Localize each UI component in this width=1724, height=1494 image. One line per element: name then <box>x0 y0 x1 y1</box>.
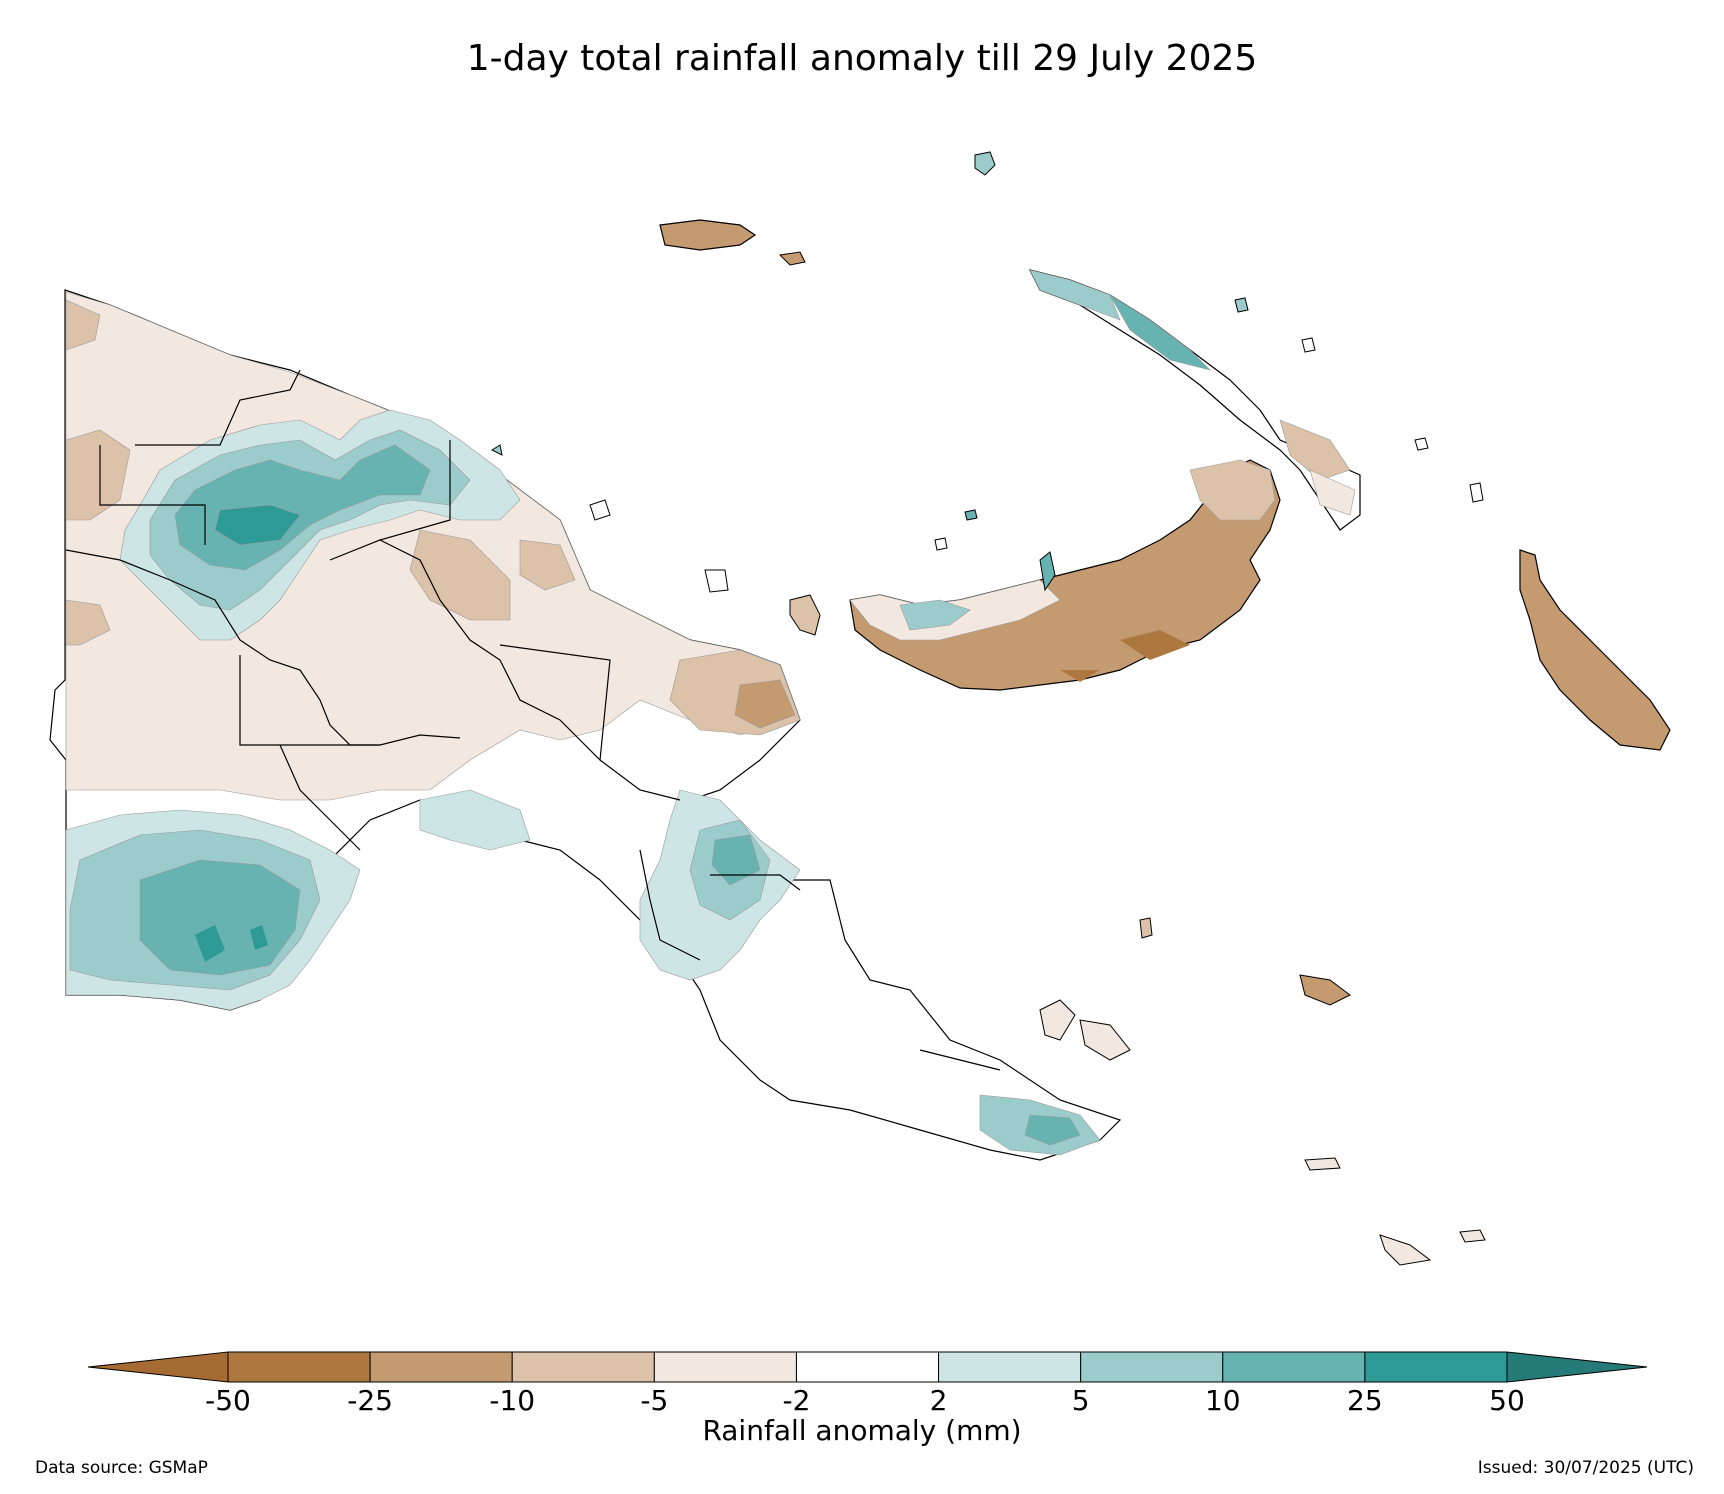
colorbar-extend-low <box>87 1351 229 1383</box>
colorbar-extend-high <box>1506 1351 1648 1383</box>
dry-anomaly-areas <box>65 291 801 801</box>
manus-island <box>659 219 806 266</box>
bougainville <box>1519 549 1671 751</box>
colorbar-swatch <box>511 1351 655 1383</box>
new-ireland <box>1028 269 1361 531</box>
wet-anomaly-areas <box>65 409 1101 1156</box>
colorbar-swatch <box>369 1351 513 1383</box>
data-source: Data source: GSMaP <box>35 1458 208 1478</box>
colorbar-tick-label: -5 <box>640 1384 669 1417</box>
colorbar-tick-label: 50 <box>1489 1384 1525 1417</box>
colorbar-tick-label: 2 <box>929 1384 948 1417</box>
colorbar-swatch <box>1080 1351 1224 1383</box>
colorbar-swatch <box>795 1351 940 1383</box>
colorbar-tick-label: 10 <box>1204 1384 1241 1417</box>
map-title: 1-day total rainfall anomaly till 29 Jul… <box>466 38 1258 79</box>
small-islands <box>490 151 1486 1266</box>
colorbar-tick-label: -2 <box>782 1384 811 1417</box>
colorbar-swatch <box>1222 1351 1366 1383</box>
colorbar <box>87 1351 1648 1383</box>
colorbar-tick-label: -25 <box>347 1384 393 1417</box>
colorbar-title: Rainfall anomaly (mm) <box>702 1414 1022 1447</box>
colorbar-tick-label: -50 <box>205 1384 251 1417</box>
colorbar-tick-label: -10 <box>489 1384 536 1417</box>
colorbar-tick-label: 25 <box>1347 1384 1383 1417</box>
colorbar-swatch <box>938 1351 1082 1383</box>
colorbar-swatch <box>227 1351 371 1383</box>
colorbar-swatch <box>653 1351 797 1383</box>
colorbar-tick-label: 5 <box>1071 1384 1090 1417</box>
colorbar-swatch <box>1364 1351 1508 1383</box>
issued-date: Issued: 30/07/2025 (UTC) <box>1477 1458 1694 1478</box>
province-boundaries <box>65 369 1001 1071</box>
new-britain <box>849 459 1281 691</box>
